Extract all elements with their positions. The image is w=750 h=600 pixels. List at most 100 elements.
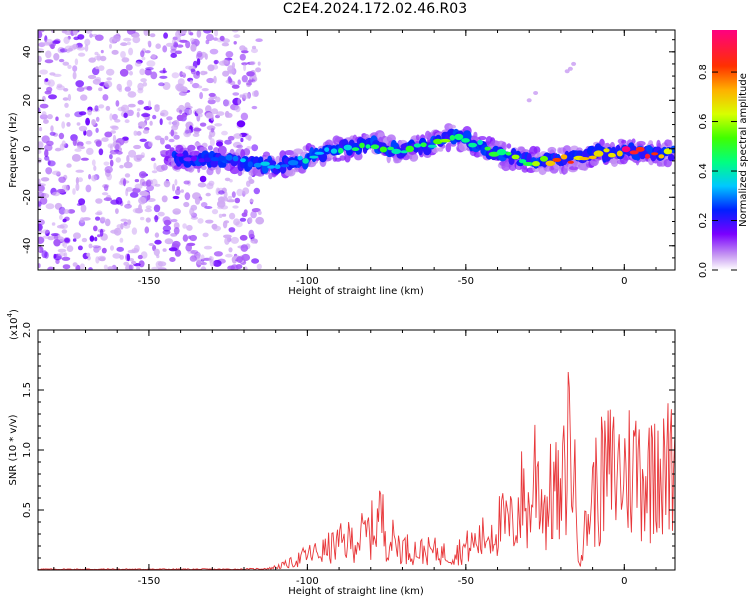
noise-speckle <box>243 209 248 215</box>
snr-multiplier: (x104) <box>6 309 20 340</box>
noise-speckle <box>241 62 248 66</box>
noise-speckle <box>88 174 92 180</box>
ridge-peak <box>635 146 645 152</box>
noise-speckle <box>184 128 192 136</box>
noise-speckle <box>116 83 122 91</box>
ridge-halo <box>668 139 673 148</box>
noise-speckle <box>72 138 77 147</box>
noise-speckle <box>215 96 221 103</box>
noise-speckle <box>101 192 109 196</box>
faint-dot <box>533 91 539 95</box>
ridge-peak <box>204 157 212 163</box>
noise-speckle <box>139 190 149 196</box>
noise-speckle <box>101 247 107 254</box>
noise-speckle <box>106 77 112 81</box>
ridge-halo <box>473 131 478 139</box>
noise-speckle <box>101 137 109 143</box>
noise-speckle <box>221 130 228 136</box>
noise-speckle <box>226 199 236 203</box>
noise-speckle <box>206 77 215 84</box>
noise-speckle <box>73 232 81 239</box>
noise-speckle <box>241 92 251 99</box>
noise-speckle <box>98 148 104 156</box>
snr-x-ticks: -150 -100 -50 0 <box>53 330 657 587</box>
ridge-halo <box>229 166 240 175</box>
noise-speckle <box>207 145 213 151</box>
noise-speckle <box>220 196 229 202</box>
ridge-peak <box>477 139 483 146</box>
noise-speckle <box>93 120 97 125</box>
noise-speckle <box>185 40 191 49</box>
ridge-peak <box>287 160 299 166</box>
noise-speckle <box>66 245 74 253</box>
noise-speckle <box>212 259 222 267</box>
noise-speckle <box>95 198 103 204</box>
noise-speckle <box>200 254 205 261</box>
noise-speckle <box>217 205 224 210</box>
noise-speckle <box>227 135 235 141</box>
ridge-peak <box>496 148 507 156</box>
noise-speckle <box>168 121 172 125</box>
noise-speckle <box>109 154 113 160</box>
noise-speckle <box>190 250 199 254</box>
ridge-peak <box>588 155 597 160</box>
noise-speckle <box>124 173 131 178</box>
noise-speckle <box>74 148 82 152</box>
noise-speckle <box>39 103 49 109</box>
ridge-peak <box>260 161 270 166</box>
noise-speckle <box>236 120 246 128</box>
noise-speckle <box>88 57 96 63</box>
noise-speckle <box>184 192 191 201</box>
ridge-peak <box>651 152 659 156</box>
noise-speckle <box>228 78 233 83</box>
ridge-peak <box>593 150 604 157</box>
ridge-peak <box>351 147 360 152</box>
noise-speckle <box>131 260 137 265</box>
noise-speckle <box>160 137 165 145</box>
noise-speckle <box>170 53 177 58</box>
ridge-peak <box>405 145 415 153</box>
noise-speckle <box>235 221 243 228</box>
noise-speckle <box>115 100 120 107</box>
noise-speckle <box>163 32 169 39</box>
noise-speckle <box>53 239 61 247</box>
noise-speckle <box>196 50 203 58</box>
ridge-halo <box>478 136 487 141</box>
ridge-peak <box>439 138 451 143</box>
noise-speckle <box>176 114 184 122</box>
noise-speckle <box>58 206 66 215</box>
noise-speckle <box>205 39 210 45</box>
noise-speckle <box>197 85 203 89</box>
noise-speckle <box>208 97 214 101</box>
noise-speckle <box>200 266 207 270</box>
noise-speckle <box>84 38 91 46</box>
noise-speckle <box>45 167 53 175</box>
noise-speckle <box>113 227 122 236</box>
ridge-peak <box>644 153 651 159</box>
noise-speckle <box>62 97 69 101</box>
noise-speckle <box>95 66 99 70</box>
noise-speckle <box>205 105 212 113</box>
noise-speckle <box>38 185 46 192</box>
noise-speckle <box>149 120 153 126</box>
noise-speckle <box>51 40 61 44</box>
noise-speckle <box>245 134 252 140</box>
noise-speckle <box>182 223 187 229</box>
noise-speckle <box>99 228 104 237</box>
noise-speckle <box>233 133 243 139</box>
noise-speckle <box>140 216 145 221</box>
noise-speckle <box>142 82 148 87</box>
noise-speckle <box>40 177 50 182</box>
ridge-peak <box>183 157 193 162</box>
noise-speckle <box>198 113 203 118</box>
ridge-peak <box>461 138 470 143</box>
faint-dot <box>526 98 532 103</box>
ridge-peak <box>400 150 408 154</box>
noise-speckle <box>206 182 214 190</box>
noise-speckle <box>217 200 225 204</box>
noise-speckle <box>93 225 98 232</box>
noise-speckle <box>44 149 49 158</box>
noise-speckle <box>72 71 77 80</box>
noise-speckle <box>169 257 176 262</box>
noise-speckle <box>132 36 141 44</box>
